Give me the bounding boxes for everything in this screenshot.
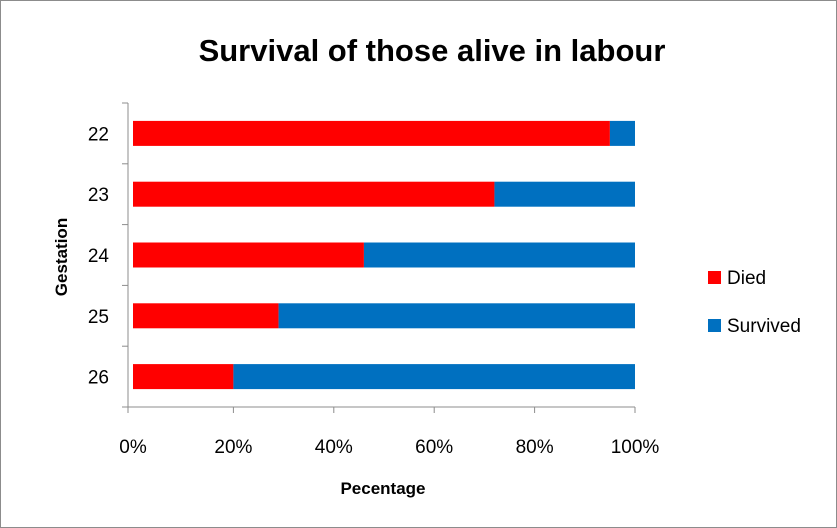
- y-tick-label: 22: [88, 124, 109, 145]
- y-tick-label: 25: [88, 307, 109, 328]
- bar-died-24: [133, 242, 364, 268]
- legend-swatch-died: [708, 271, 721, 284]
- x-tick-label: 60%: [415, 437, 453, 458]
- bar-died-26: [133, 364, 234, 390]
- bar-survived-23: [494, 181, 635, 207]
- legend: Died Survived: [708, 268, 801, 337]
- bar-survived-24: [363, 242, 635, 268]
- bar-survived-26: [233, 364, 635, 390]
- bar-survived-25: [278, 303, 635, 329]
- bar-died-22: [133, 120, 610, 146]
- x-tick-label: 0%: [119, 437, 147, 458]
- legend-label-survived: Survived: [727, 316, 801, 337]
- legend-label-died: Died: [727, 268, 766, 289]
- tick-labels-group: 22 23 24 25 26 0% 20% 40% 60% 80% 100%: [88, 124, 660, 458]
- x-axis-title: Pecentage: [340, 479, 425, 498]
- y-tick-label: 23: [88, 185, 109, 206]
- x-tick-label: 100%: [611, 437, 660, 458]
- bar-died-23: [133, 181, 495, 207]
- axes-group: [122, 102, 636, 413]
- bar-died-25: [133, 303, 279, 329]
- y-axis-title: Gestation: [52, 218, 71, 296]
- x-tick-label: 40%: [315, 437, 353, 458]
- legend-swatch-survived: [708, 319, 721, 332]
- bar-survived-22: [609, 120, 635, 146]
- x-tick-label: 80%: [516, 437, 554, 458]
- bars-group: [133, 120, 635, 390]
- chart-title: Survival of those alive in labour: [199, 33, 666, 68]
- y-tick-label: 26: [88, 368, 109, 389]
- y-tick-label: 24: [88, 246, 110, 267]
- x-tick-label: 20%: [214, 437, 252, 458]
